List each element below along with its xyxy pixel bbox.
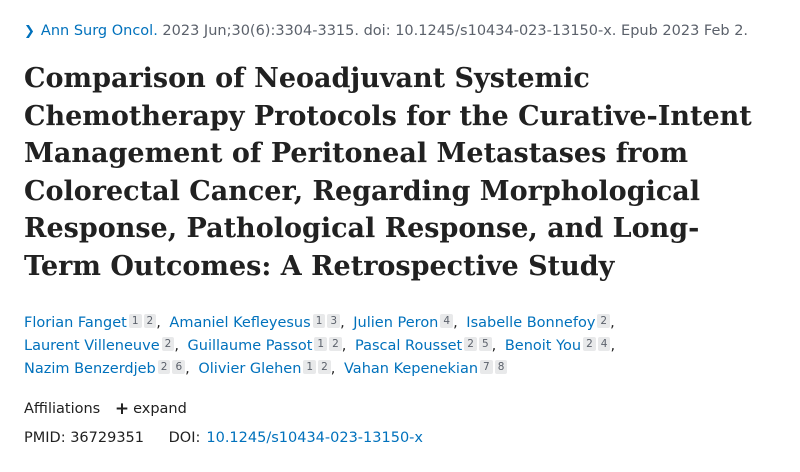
author-name-link[interactable]: Pascal Rousset [355,338,463,354]
author-item: Pascal Rousset 2 5 [355,337,492,354]
expand-affiliations-button[interactable]: + expand [114,399,187,419]
pmid-value: 36729351 [70,430,145,446]
affiliation-ref-badge[interactable]: 4 [440,314,454,328]
affiliation-ref-badge[interactable]: 1 [312,314,326,328]
pmid-label: PMID: [24,430,66,446]
author-separator: , [340,315,345,331]
author-separator: , [156,315,161,331]
author-item: Julien Peron 4 [353,314,454,331]
author-item: Amaniel Kefleyesus 1 3 [169,314,341,331]
affiliation-ref-badge[interactable]: 2 [161,337,175,351]
affiliation-ref-badge[interactable]: 6 [172,360,186,374]
author-separator: , [174,338,179,354]
doi-label: DOI: [168,430,201,446]
affiliation-ref-badge[interactable]: 2 [464,337,477,351]
plus-icon: + [114,399,130,419]
affiliation-ref-badge[interactable]: 5 [478,337,492,351]
affiliation-ref-badge[interactable]: 2 [329,337,342,351]
author-item: Benoit You 2 4 [504,337,611,354]
author-separator: , [610,338,616,354]
affiliation-ref-badge[interactable]: 1 [303,360,317,374]
author-name-link[interactable]: Vahan Kepenekian [344,361,479,377]
affiliation-ref-badge[interactable]: 2 [318,360,331,374]
author-name-link[interactable]: Laurent Villeneuve [24,338,160,354]
citation-details: 2023 Jun;30(6):3304-3315. doi: 10.1245/s… [162,23,749,39]
article-title: Comparison of Neoadjuvant Systemic Chemo… [24,63,752,282]
author-name-link[interactable]: Julien Peron [353,315,439,331]
expand-label: expand [133,401,187,417]
author-name-link[interactable]: Benoit You [504,338,582,354]
author-item: Isabelle Bonnefoy 2 [466,314,611,331]
affiliation-ref-badge[interactable]: 2 [143,314,157,328]
author-name-link[interactable]: Nazim Benzerdjeb [24,361,156,377]
author-name-link[interactable]: Guillaume Passot [187,338,313,354]
chevron-right-icon[interactable]: ❯ [24,24,35,39]
author-separator: , [330,361,336,377]
affiliations-row: Affiliations + expand [24,398,187,420]
author-item: Laurent Villeneuve 2 [24,337,175,354]
affiliation-ref-badge[interactable]: 2 [583,337,596,351]
citation-line: ❯ Ann Surg Oncol. 2023 Jun;30(6):3304-331… [24,20,784,43]
journal-link[interactable]: Ann Surg Oncol. [40,23,158,39]
author-separator: , [341,338,347,354]
affiliation-ref-badge[interactable]: 7 [480,360,493,374]
author-name-link[interactable]: Florian Fanget [24,315,127,331]
author-separator: , [491,338,497,354]
doi-link[interactable]: 10.1245/s10434-023-13150-x [206,430,423,446]
affiliation-ref-badge[interactable]: 8 [494,360,508,374]
author-name-link[interactable]: Olivier Glehen [198,361,302,377]
affiliation-ref-badge[interactable]: 1 [314,337,328,351]
author-item: Nazim Benzerdjeb 2 6 [24,360,186,377]
author-separator: , [610,315,615,331]
author-separator: , [185,361,190,377]
affiliation-ref-badge[interactable]: 2 [597,314,611,328]
author-item: Vahan Kepenekian 7 8 [344,360,508,377]
author-name-link[interactable]: Isabelle Bonnefoy [466,315,596,331]
author-item: Guillaume Passot 1 2 [187,337,342,354]
authors-list: Florian Fanget 1 2, Amaniel Kefleyesus 1 3, … [24,312,764,381]
author-name-link[interactable]: Amaniel Kefleyesus [169,315,311,331]
affiliation-ref-badge[interactable]: 1 [128,314,142,328]
affiliations-label: Affiliations [24,401,101,417]
identifiers-row: PMID: 36729351 DOI: 10.1245/s10434-023-13… [24,427,423,449]
affiliation-ref-badge[interactable]: 3 [327,314,341,328]
author-item: Florian Fanget 1 2 [24,314,157,331]
affiliation-ref-badge[interactable]: 4 [597,337,611,351]
author-item: Olivier Glehen 1 2 [198,360,331,377]
affiliation-ref-badge[interactable]: 2 [157,360,171,374]
author-separator: , [453,315,458,331]
